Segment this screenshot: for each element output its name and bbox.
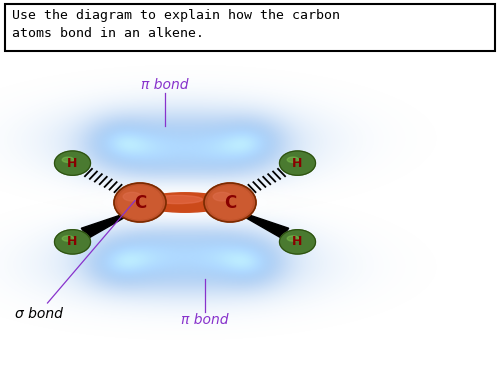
Ellipse shape (287, 157, 299, 162)
Text: H: H (68, 236, 78, 248)
Text: π bond: π bond (142, 78, 189, 92)
Text: H: H (292, 236, 302, 248)
Ellipse shape (204, 183, 256, 222)
Ellipse shape (213, 192, 232, 201)
Ellipse shape (54, 230, 90, 254)
Ellipse shape (280, 230, 316, 254)
Polygon shape (82, 212, 130, 238)
FancyBboxPatch shape (5, 4, 495, 51)
Ellipse shape (142, 193, 229, 212)
Text: π bond: π bond (181, 313, 229, 327)
Ellipse shape (62, 236, 74, 241)
Text: C: C (224, 194, 236, 211)
Text: σ bond: σ bond (15, 308, 63, 321)
Polygon shape (240, 212, 288, 238)
Ellipse shape (118, 186, 162, 219)
Ellipse shape (287, 236, 299, 241)
Ellipse shape (152, 195, 202, 204)
Text: H: H (68, 157, 78, 170)
Ellipse shape (280, 151, 316, 175)
Text: C: C (134, 194, 146, 211)
Text: H: H (292, 157, 302, 170)
Ellipse shape (54, 151, 90, 175)
Ellipse shape (208, 186, 252, 219)
Ellipse shape (123, 192, 142, 201)
Ellipse shape (114, 183, 166, 222)
Ellipse shape (62, 157, 74, 162)
Text: Use the diagram to explain how the carbon
atoms bond in an alkene.: Use the diagram to explain how the carbo… (12, 9, 340, 40)
